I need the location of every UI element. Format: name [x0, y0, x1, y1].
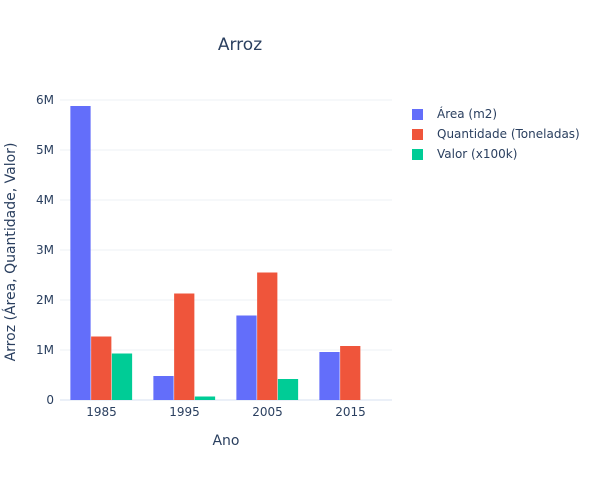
y-tick-label: 1M: [36, 343, 54, 357]
x-tick-label: 1985: [86, 405, 117, 419]
x-tick-label: 2005: [252, 405, 283, 419]
y-tick-label: 4M: [36, 193, 54, 207]
bar[interactable]: [257, 272, 278, 401]
x-tick-labels: 1985 1995 2005 2015: [86, 405, 366, 419]
x-axis-label: Ano: [212, 433, 239, 449]
legend-swatch: [412, 108, 423, 120]
bar[interactable]: [70, 106, 91, 400]
bar[interactable]: [153, 376, 174, 400]
bar[interactable]: [111, 353, 133, 401]
bar[interactable]: [194, 396, 216, 401]
y-tick-label: 6M: [36, 93, 54, 107]
bars: [70, 106, 361, 401]
legend-swatch: [412, 148, 423, 160]
y-tick-label: 0: [46, 393, 54, 407]
legend: Área (m2) Quantidade (Toneladas) Valor (x1…: [412, 104, 580, 164]
chart-title: Arroz: [218, 35, 262, 55]
x-tick-label: 1995: [169, 405, 200, 419]
x-tick-label: 2015: [335, 405, 366, 419]
y-tick-label: 3M: [36, 243, 54, 257]
y-tick-labels: 0 1M 2M 3M 4M 5M 6M: [36, 93, 54, 407]
bar[interactable]: [340, 346, 361, 400]
legend-swatch: [412, 128, 423, 140]
legend-label: Quantidade (Toneladas): [437, 127, 580, 141]
legend-label: Valor (x100k): [437, 147, 518, 161]
bar[interactable]: [91, 336, 112, 401]
bar[interactable]: [236, 315, 257, 401]
bar[interactable]: [319, 352, 340, 400]
legend-item[interactable]: Valor (x100k): [412, 144, 580, 164]
legend-item[interactable]: Área (m2): [412, 104, 580, 124]
y-tick-label: 2M: [36, 293, 54, 307]
bar[interactable]: [174, 293, 195, 401]
bar[interactable]: [277, 379, 299, 400]
y-tick-label: 5M: [36, 143, 54, 157]
legend-item[interactable]: Quantidade (Toneladas): [412, 124, 580, 144]
legend-label: Área (m2): [437, 107, 498, 121]
y-axis-label: Arroz (Área, Quantidade, Valor): [2, 143, 19, 362]
